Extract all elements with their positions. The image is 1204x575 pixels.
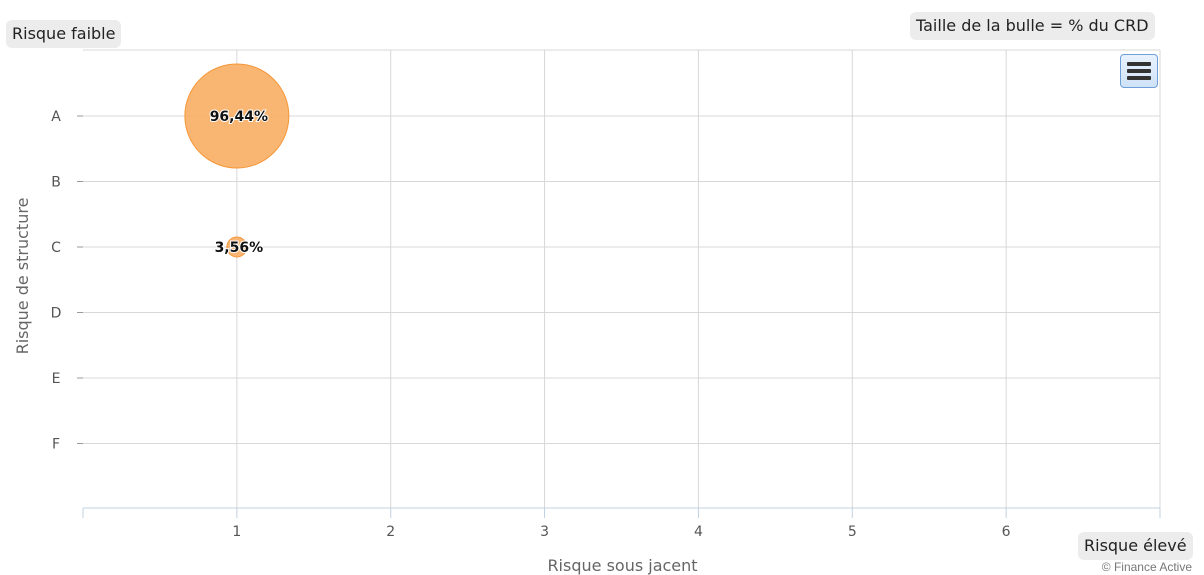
y-axis-title: Risque de structure [13,198,32,355]
x-axis-title: Risque sous jacent [547,556,697,575]
menu-bar [1127,62,1151,66]
y-tick-label: C [51,240,61,256]
menu-bar [1127,76,1151,80]
low-risk-label: Risque faible [6,20,122,48]
x-tick-label: 3 [540,524,549,540]
x-tick-label: 1 [232,524,241,540]
credit-text[interactable]: © Finance Active [1101,560,1192,574]
hamburger-menu-icon[interactable] [1120,54,1158,88]
x-tick-label: 4 [694,524,703,540]
bubble-size-legend: Taille de la bulle = % du CRD [910,12,1155,40]
bubble [184,63,290,169]
x-tick-label: 5 [848,524,857,540]
y-tick-label: B [51,175,61,191]
bubble-value-label: 96,44% [210,109,268,125]
chart-grid [83,49,1161,508]
bubble [226,236,248,258]
menu-bar [1127,69,1151,73]
bubble-value-label: 3,56% [215,240,264,256]
y-tick-label: D [51,306,62,322]
y-tick-label: E [52,371,61,387]
y-tick-label: F [52,437,60,453]
x-tick-label: 2 [386,524,395,540]
high-risk-label: Risque élevé [1078,532,1193,560]
chart-axes: A B C D E F 1 2 3 4 5 6 [51,109,1161,540]
x-tick-label: 6 [1002,524,1011,540]
y-tick-label: A [51,109,61,125]
bubble-series: 96,44% 3,56% [184,63,290,258]
